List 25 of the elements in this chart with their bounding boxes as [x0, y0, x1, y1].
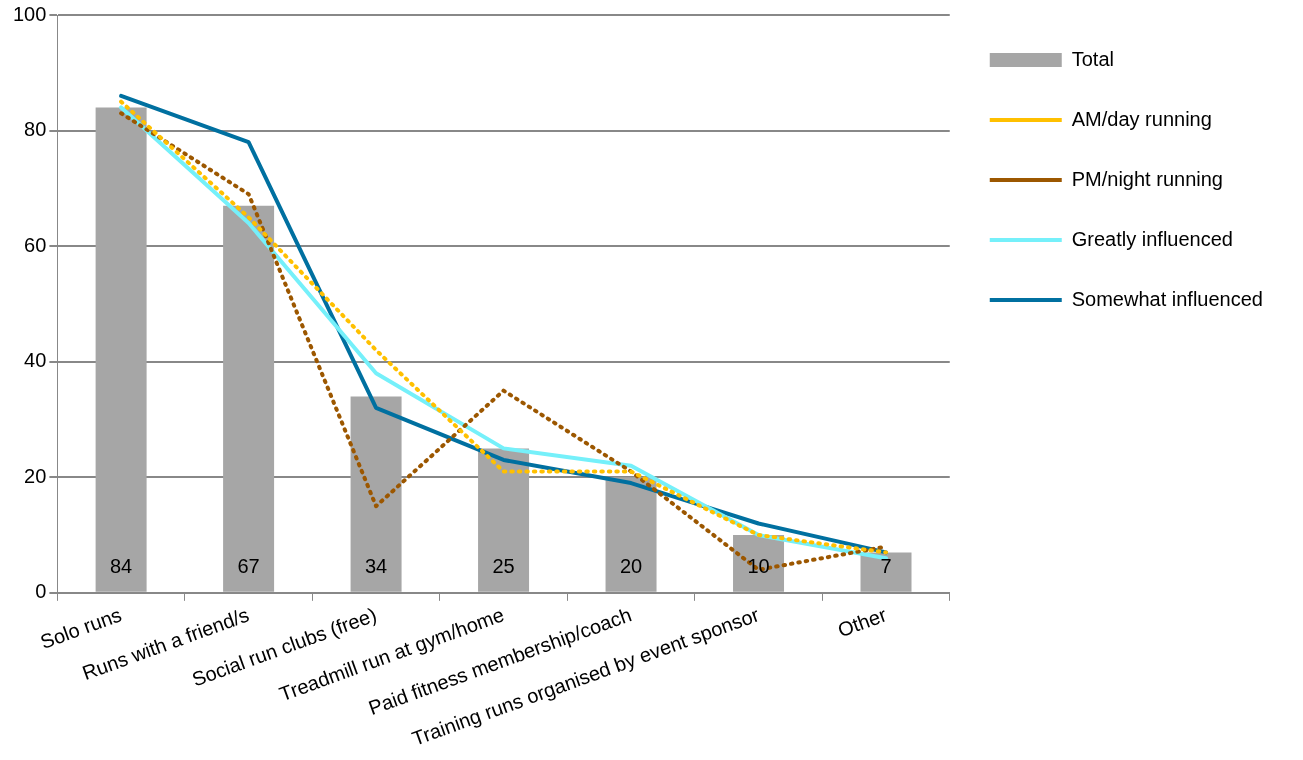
- y-tick-label: 40: [24, 349, 47, 372]
- data-label: 84: [109, 555, 133, 578]
- bar: [95, 107, 147, 592]
- y-tick-label: 100: [12, 2, 47, 25]
- x-tick-label: Other: [834, 603, 890, 642]
- y-tick-label: 20: [24, 464, 47, 487]
- bar: [860, 552, 912, 592]
- legend-label: PM/night running: [1071, 167, 1223, 190]
- legend-label: Total: [1071, 47, 1114, 70]
- legend-label: Somewhat influenced: [1071, 287, 1263, 310]
- legend-label: Greatly influenced: [1071, 227, 1233, 250]
- bar: [478, 448, 530, 592]
- bar: [350, 396, 402, 592]
- legend-label: AM/day running: [1071, 107, 1212, 130]
- data-label: 34: [364, 555, 388, 578]
- bar: [605, 477, 657, 592]
- data-label: 67: [237, 555, 260, 578]
- data-label: 20: [619, 555, 643, 578]
- x-tick-label: Solo runs: [37, 603, 125, 653]
- y-tick-label: 60: [24, 233, 47, 256]
- bar: [223, 205, 275, 592]
- y-tick-label: 0: [35, 580, 47, 603]
- data-label: 25: [492, 555, 515, 578]
- y-tick-label: 80: [24, 118, 47, 141]
- data-label: 7: [880, 555, 892, 578]
